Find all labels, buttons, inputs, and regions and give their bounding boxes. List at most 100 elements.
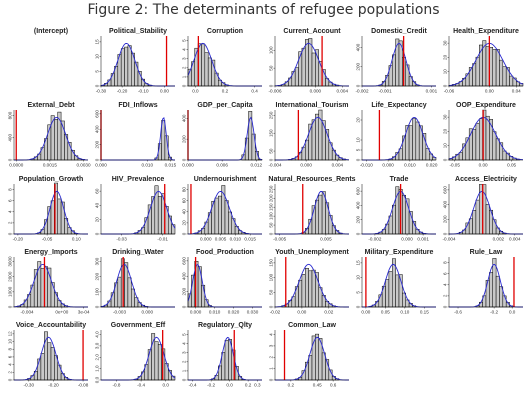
panel-title: Natural_Resources_Rents	[268, 176, 355, 183]
x-tick-label: -0.002	[355, 89, 368, 94]
y-tick-label: 0	[356, 305, 361, 308]
figure-title: Figure 2: The determinants of refugee po…	[87, 2, 440, 18]
panel-title: International_Tourism	[276, 102, 349, 109]
y-tick-label: 30	[443, 114, 448, 120]
histogram-bar	[107, 300, 112, 308]
y-tick-label: 0	[8, 378, 13, 381]
x-tick-label: 0.0015	[43, 163, 57, 168]
y-tick-label: 1000	[8, 286, 13, 297]
y-tick-label: 0.0	[95, 376, 100, 383]
histogram-bar	[40, 353, 45, 381]
y-tick-label: 4	[269, 333, 274, 336]
histogram-bar	[60, 201, 65, 235]
y-tick-label: 4.0	[95, 331, 100, 338]
y-tick-label: 12	[8, 331, 13, 337]
x-tick-label: -0.05	[449, 163, 460, 168]
y-tick-label: 15	[356, 260, 361, 266]
y-tick-label: 2	[8, 371, 13, 374]
y-tick-label: 6	[443, 272, 448, 275]
x-tick-label: 0.004	[337, 89, 349, 94]
x-tick-label: -0.006	[268, 89, 281, 94]
density-curve	[275, 42, 349, 87]
histogram-bar	[244, 137, 249, 161]
y-tick-label: 0	[443, 84, 448, 87]
histogram-bar	[157, 196, 162, 235]
y-tick-label: 60	[95, 188, 100, 194]
panel-title: Domestic_Credit	[371, 28, 427, 35]
y-tick-label: 200	[95, 272, 100, 280]
panel-title: Rule_Law	[470, 249, 503, 256]
histogram-bar	[214, 197, 219, 235]
y-tick-label: 4	[443, 283, 448, 286]
y-tick-label: 0	[269, 158, 274, 161]
x-tick-label: 0.005	[215, 237, 227, 242]
histogram-bar	[458, 152, 463, 161]
histogram-bar	[301, 47, 306, 87]
histogram-bar	[311, 52, 316, 87]
y-tick-label: 400	[443, 200, 448, 208]
x-tick-label: -0.6	[454, 310, 462, 315]
x-tick-label: 0.000	[310, 89, 322, 94]
x-tick-label: 0.000	[401, 237, 413, 242]
x-tick-label: -0.30	[24, 383, 35, 388]
panel-access-electricity: Access_Electricity -0.004 0.002 0.004 0 200 40…	[442, 176, 523, 242]
histogram-bar	[502, 66, 507, 87]
histogram-bar	[492, 49, 497, 87]
y-tick-label: 10	[356, 137, 361, 143]
y-tick-label: 8	[8, 188, 13, 191]
y-tick-label: 20	[356, 117, 361, 123]
x-tick-label: 0.0000	[9, 163, 23, 168]
y-tick-label: 30	[443, 40, 448, 46]
density-curve	[275, 263, 349, 308]
histogram-bar	[201, 43, 206, 87]
x-tick-label: 0.000	[182, 163, 194, 168]
panel-title: Regulatory_Qlty	[198, 322, 252, 329]
y-tick-label: 50	[269, 289, 274, 295]
y-tick-label: 80	[182, 187, 187, 193]
x-tick-label: 0.00	[160, 89, 169, 94]
x-tick-label: 0.0030	[76, 163, 90, 168]
panel-political-stability: Political_Stability -0.30 -0.20 -0.10 0.00 0 5…	[95, 28, 175, 94]
panel-title: Youth_Unemployment	[275, 249, 349, 256]
histogram-bar	[485, 115, 490, 161]
histogram-bar	[315, 199, 319, 235]
panel-international-tourism: International_Tourism -0.004 0.000 0.004 0 50…	[268, 102, 350, 168]
x-tick-label: -0.02	[270, 310, 281, 315]
panel-title: Government_Eff	[111, 322, 166, 329]
x-tick-label: 0.004	[509, 237, 521, 242]
panel-rule-law: Rule_Law -0.6 -0.2 0.0 0 2 4 6 8	[443, 249, 523, 315]
y-tick-label: 0	[356, 158, 361, 161]
histogram-bar	[218, 195, 222, 235]
y-tick-label: 0	[95, 158, 100, 161]
y-tick-label: 0	[95, 84, 100, 87]
x-tick-label: 0.000	[142, 310, 154, 315]
x-tick-label: 0.3	[254, 383, 261, 388]
y-tick-label: 60	[182, 198, 187, 204]
y-tick-label: 600	[356, 187, 361, 195]
x-tick-label: 0.000	[190, 310, 202, 315]
histogram-bar	[311, 269, 316, 308]
y-tick-label: 0	[182, 378, 187, 381]
x-tick-label: -0.2	[490, 310, 498, 315]
panel-title: Trade	[390, 176, 409, 183]
histogram-bar	[321, 352, 326, 381]
histogram-bar	[57, 198, 62, 235]
panel-voice-accountability: Voice_Accountability -0.30 -0.20 -0.08 0 2 4 6 8…	[8, 322, 89, 388]
y-tick-label: 0	[356, 232, 361, 235]
y-tick-label: 2000	[8, 271, 13, 282]
y-tick-label: 100	[269, 46, 274, 54]
y-tick-label: 5	[182, 39, 187, 42]
y-tick-label: 50	[269, 65, 274, 71]
histogram-bar	[224, 200, 229, 235]
histogram-bar	[154, 341, 159, 381]
panel-title: HIV_Prevalence	[112, 176, 165, 183]
panel-population-growth: Population_Growth -0.20 -0.05 0.10 0 2 4 6 8	[8, 176, 88, 242]
histogram-bar	[479, 301, 483, 308]
x-tick-label: 0.020	[426, 163, 438, 168]
y-tick-label: 400	[8, 134, 13, 142]
histogram-bar	[298, 279, 303, 308]
x-tick-label: -0.004	[268, 163, 281, 168]
panel-gdp-per-capita: GDP_per_Capita 0.000 0.006 0.012 0 200 400	[182, 102, 263, 168]
x-tick-label: -0.004	[21, 310, 34, 315]
